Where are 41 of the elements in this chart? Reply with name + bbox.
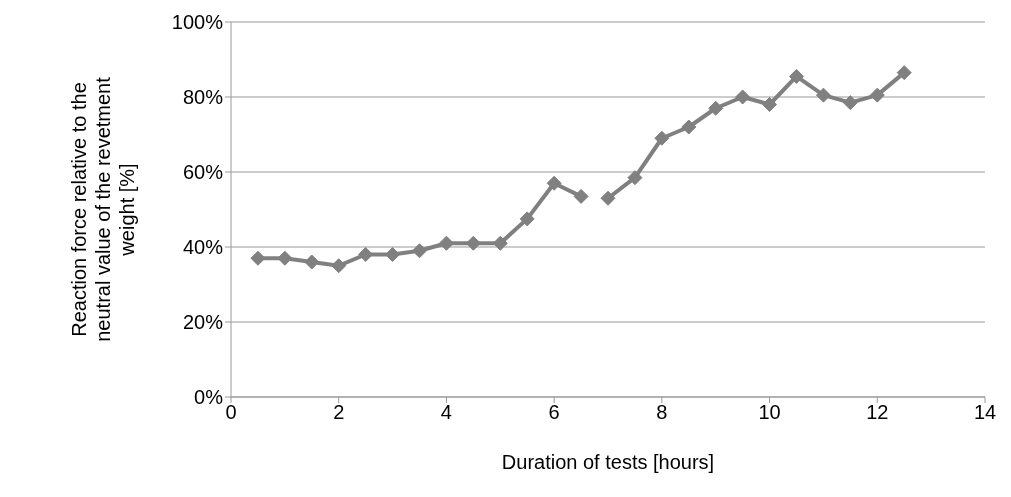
point [465,235,481,251]
point [438,235,454,251]
point [546,175,562,191]
point [708,100,724,116]
point [573,188,589,204]
y-tick-label: 60% [182,161,224,184]
point [735,89,751,105]
y-axis-title: Reaction force relative to the neutral value of the revetment weight [%] [68,76,138,342]
x-axis-title: Duration of tests [hours] [501,451,715,473]
x-tick-label: 8 [656,401,668,424]
x-tick-label: 12 [866,401,889,424]
x-tick-label: 6 [548,401,560,424]
point [789,68,804,84]
point [492,235,508,251]
point [896,65,912,81]
y-tick-label: 0% [194,386,224,409]
point [358,247,374,262]
point [681,119,697,135]
point [842,95,858,111]
x-tick-label: 10 [758,401,781,424]
point [627,170,643,186]
y-tick-label: 100% [171,11,224,34]
point [654,130,670,146]
x-tick-label: 2 [333,401,345,424]
y-tick-label: 20% [182,311,224,334]
point [762,97,778,112]
point [519,211,535,227]
x-tick-label: 0 [225,401,237,424]
point [412,243,427,259]
point [869,87,885,103]
x-tick-label: 14 [973,401,997,424]
y-tick-label: 40% [182,236,224,259]
y-tick-label: 80% [182,86,224,109]
point [250,250,266,266]
point [277,250,293,266]
x-tick-label: 4 [440,401,452,424]
point [304,254,320,270]
point [385,247,401,262]
point [600,190,616,206]
point [815,87,831,103]
point [331,258,347,274]
